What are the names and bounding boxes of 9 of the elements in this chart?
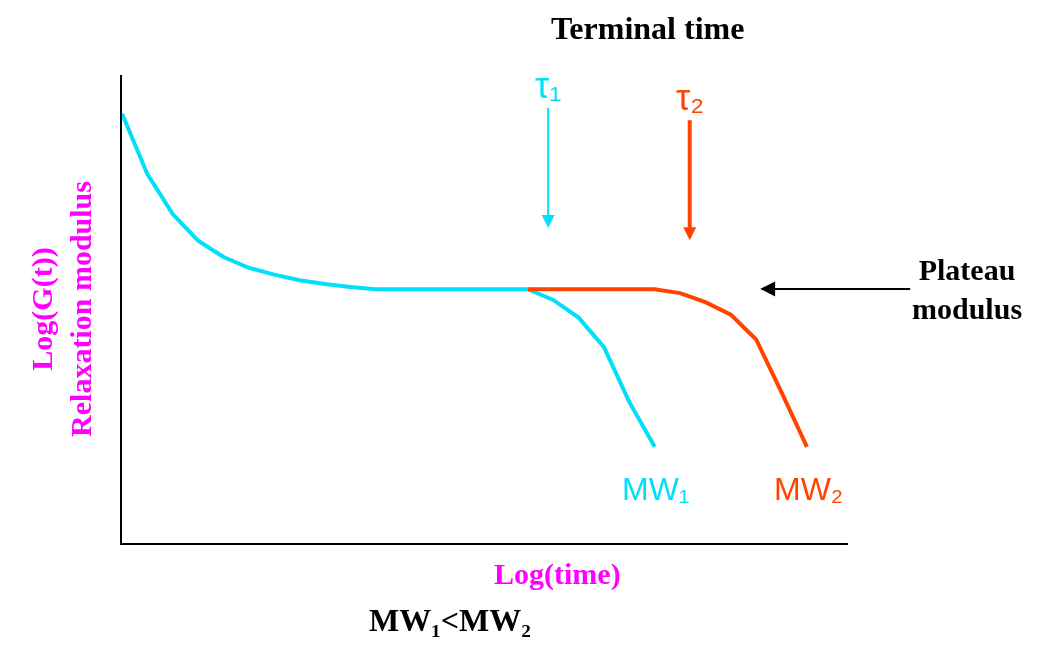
text: τ₁	[535, 65, 562, 106]
annotation: τ₂	[676, 77, 705, 118]
x-axis-title: Log(time)	[494, 557, 621, 591]
text: MW₁<MW₂	[369, 602, 531, 638]
series-label: MW₁	[622, 471, 690, 507]
series-label: MW₂	[774, 471, 844, 507]
y-axis-title: Log(G(t)) Relaxation modulus	[24, 181, 97, 437]
text: Plateau modulus	[912, 253, 1023, 325]
chart-title: Terminal time	[550, 10, 745, 46]
